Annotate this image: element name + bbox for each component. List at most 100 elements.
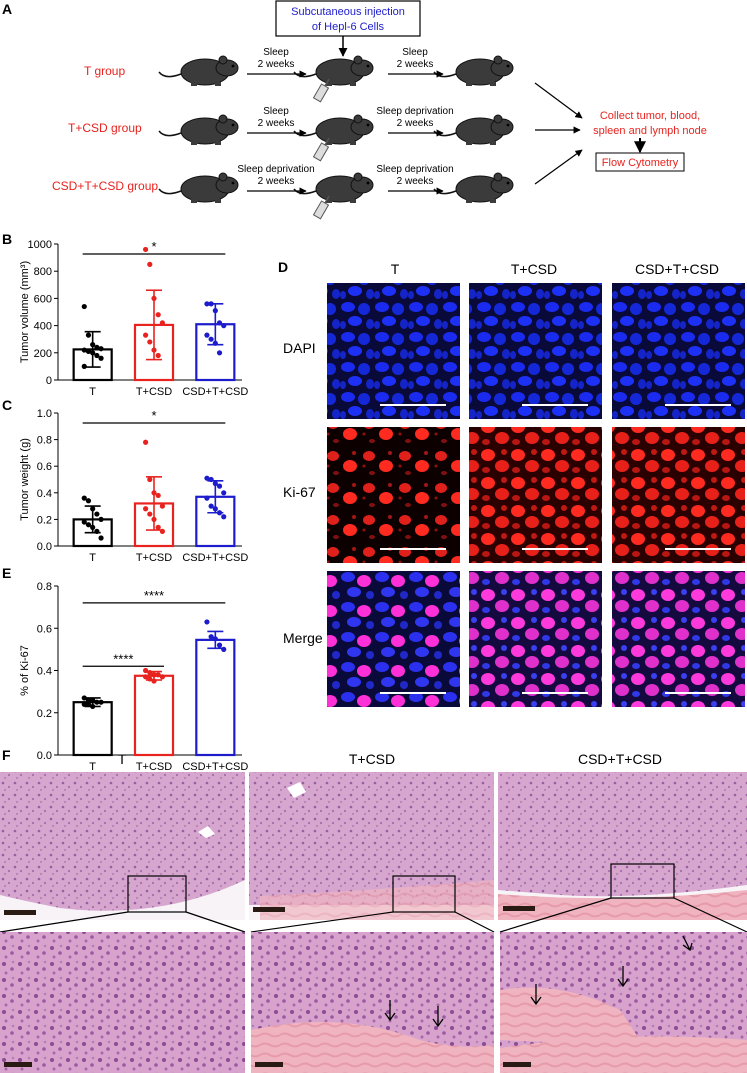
if-row-merge: Merge — [283, 630, 323, 646]
data-point — [85, 701, 92, 707]
data-point — [98, 699, 104, 705]
arrow-label-c1b: 2 weeks — [258, 118, 295, 129]
injection-label-2: of Hepl-6 Cells — [312, 21, 385, 33]
data-point — [204, 619, 210, 625]
y-tick-label: 0.4 — [37, 488, 52, 500]
data-point — [94, 344, 100, 350]
if-row-dapi: DAPI — [283, 340, 316, 356]
arrow-label-d1a: Sleep deprivation — [237, 164, 314, 175]
arrow-label-d2a: Sleep deprivation — [376, 164, 453, 175]
he-col-t: T — [118, 751, 127, 767]
y-tick-label: 400 — [34, 321, 52, 333]
arrow-label-t1a: Sleep — [263, 47, 289, 58]
flow-cytometry-label: Flow Cytometry — [602, 157, 679, 169]
data-point — [90, 506, 96, 512]
if-dapi-csdtcsd — [612, 283, 745, 419]
data-point — [143, 674, 149, 680]
data-point — [147, 511, 153, 517]
histology-zoom — [0, 932, 747, 1073]
category-label: CSD+T+CSD — [182, 761, 248, 773]
data-point — [159, 503, 165, 509]
data-point — [208, 336, 214, 342]
he-zoom-t — [0, 932, 245, 1073]
data-point — [155, 672, 161, 678]
y-axis-label: % of Ki-67 — [19, 645, 31, 696]
y-tick-label: 0.8 — [37, 435, 52, 447]
he-overview-t — [0, 772, 245, 911]
data-point — [81, 347, 87, 353]
if-dapi-tcsd — [469, 283, 602, 419]
data-point — [94, 511, 100, 517]
arrow-label-t2b: 2 weeks — [397, 59, 434, 70]
significance-label: * — [151, 408, 156, 423]
data-point — [155, 492, 161, 499]
data-point — [143, 667, 149, 674]
data-point — [81, 701, 87, 707]
data-point — [81, 695, 87, 701]
data-point — [143, 439, 149, 445]
data-point — [151, 347, 157, 353]
collect-label-2: spleen and lymph node — [593, 125, 707, 137]
arrow-label-d2b: 2 weeks — [397, 176, 434, 187]
injection-box: Subcutaneous injection of Hepl-6 Cells — [275, 0, 421, 57]
data-point — [212, 636, 218, 642]
data-point — [216, 350, 223, 356]
he-col-tcsd: T+CSD — [349, 751, 395, 767]
significance-label: * — [151, 239, 156, 254]
data-point — [155, 524, 161, 530]
if-ki67-tcsd — [469, 427, 602, 563]
data-point — [204, 301, 210, 307]
if-ki67-csdtcsd — [612, 427, 745, 563]
y-tick-label: 0.6 — [37, 461, 52, 473]
data-point — [159, 674, 165, 680]
if-dapi-t — [327, 283, 460, 419]
data-point — [90, 342, 96, 348]
data-point — [216, 483, 223, 489]
y-tick-label: 0 — [46, 375, 52, 387]
data-point — [143, 332, 149, 338]
group-label-csdtcsd: CSD+T+CSD group — [52, 179, 158, 193]
data-point — [147, 676, 153, 682]
data-point — [212, 506, 218, 512]
data-point — [221, 514, 227, 520]
panel-e-letter: E — [2, 565, 11, 581]
panel-b-letter: B — [2, 231, 12, 247]
data-point — [98, 346, 104, 352]
data-point — [98, 516, 104, 523]
data-point — [208, 301, 214, 307]
data-point — [208, 634, 214, 640]
data-point — [208, 476, 214, 483]
he-col-csdtcsd: CSD+T+CSD — [578, 751, 662, 767]
arrow-label-c2a: Sleep deprivation — [376, 106, 453, 117]
if-col-csdtcsd: CSD+T+CSD — [635, 261, 719, 277]
panel-c-letter: C — [2, 397, 12, 413]
significance-label: **** — [144, 588, 164, 603]
y-tick-label: 0.4 — [37, 666, 52, 678]
category-label: T+CSD — [136, 761, 172, 773]
data-point — [212, 480, 218, 487]
data-point — [85, 498, 92, 504]
micrograph-row-labels: DAPI Ki-67 Merge — [283, 340, 323, 646]
data-point — [204, 495, 210, 501]
if-row-ki67: Ki-67 — [283, 484, 316, 500]
data-point — [85, 332, 92, 338]
panel-d-letter: D — [278, 259, 288, 275]
chart-c: 0.0 0.2 0.4 0.6 0.8 1.0 Tumor weight (g) T T+CSD… — [19, 408, 248, 564]
collect-section: Collect tumor, blood, spleen and lymph n… — [534, 82, 707, 185]
data-point — [90, 524, 96, 530]
data-point — [143, 246, 149, 253]
data-point — [98, 355, 104, 361]
chart-b: 0 200 400 600 800 1000 Tumor volume (mm³) T T+CS… — [19, 239, 248, 398]
category-label: T — [89, 386, 96, 398]
chart-e: 0.0 0.2 0.4 0.6 0.8 % of Ki-67 T T+CSD CSD+T+CSD… — [19, 581, 248, 773]
category-label: T — [89, 761, 96, 773]
data-point — [98, 535, 104, 541]
data-point — [208, 503, 214, 509]
data-point — [221, 490, 227, 496]
injection-label-1: Subcutaneous injection — [291, 6, 405, 18]
data-point — [151, 678, 157, 684]
group-label-tcsd: T+CSD group — [68, 121, 142, 135]
data-point — [147, 476, 153, 483]
significance-label: **** — [113, 651, 133, 666]
